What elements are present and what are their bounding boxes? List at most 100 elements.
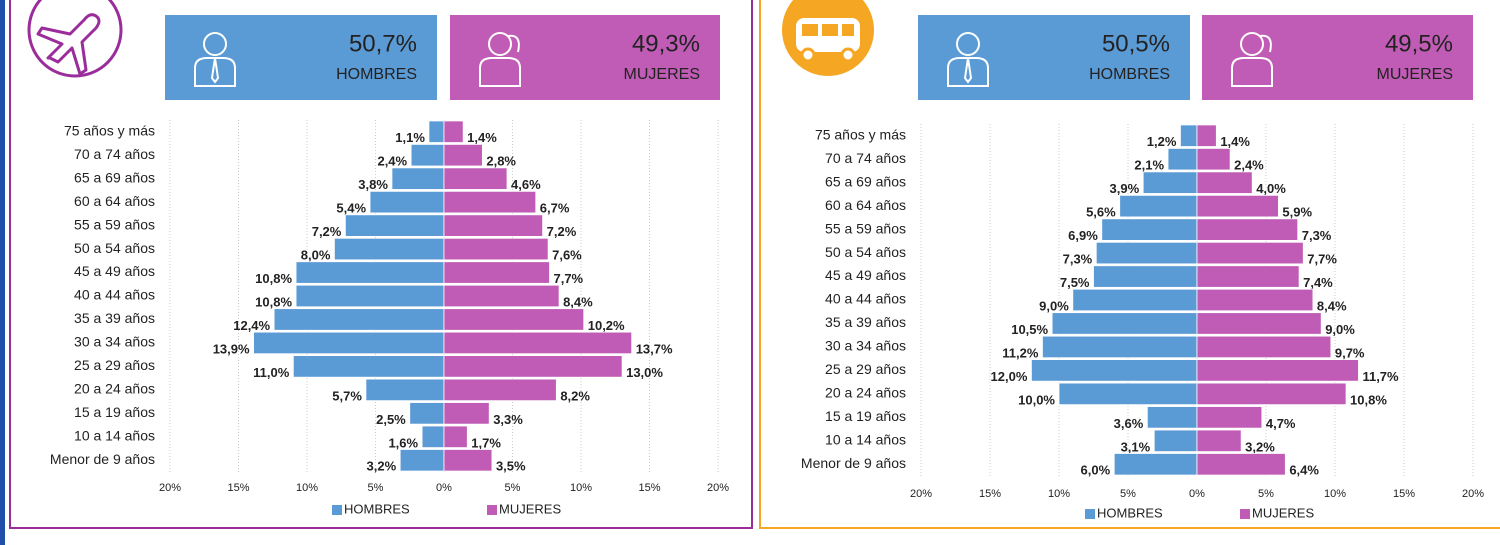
side-stripe (0, 0, 5, 545)
bar (1196, 194, 1279, 218)
bar (1196, 265, 1300, 288)
bar (292, 355, 445, 378)
bar (333, 237, 445, 261)
stat-label: MUJERES (624, 66, 700, 83)
data-label: 1,2% (1147, 134, 1177, 149)
icon-body (479, 57, 521, 87)
data-label: 4,6% (511, 177, 541, 192)
bar (1051, 312, 1198, 335)
bar (1196, 218, 1299, 241)
bar (273, 308, 445, 331)
y-tick-label: 20 a 24 años (825, 385, 906, 401)
legend-swatch (332, 505, 342, 515)
bar (295, 284, 445, 308)
data-label: 9,7% (1335, 345, 1365, 360)
data-label: 13,7% (636, 341, 673, 356)
data-label: 10,2% (588, 318, 625, 333)
y-tick-label: 75 años y más (815, 126, 906, 142)
data-label: 10,8% (1350, 392, 1387, 407)
data-label: 1,6% (388, 435, 418, 450)
data-label: 11,2% (1002, 345, 1039, 360)
icon-body (194, 57, 236, 87)
bar (1196, 335, 1332, 359)
bar (1196, 382, 1347, 406)
bus-icon (782, 0, 874, 76)
x-tick-label: 20% (707, 482, 729, 494)
data-label: 7,4% (1303, 275, 1333, 290)
bar (443, 402, 490, 425)
bar (443, 449, 493, 472)
icon-body (1231, 57, 1273, 87)
legend-label: MUJERES (499, 501, 561, 516)
data-label: 5,6% (1086, 205, 1116, 220)
bar (410, 144, 445, 167)
data-label: 13,9% (213, 341, 250, 356)
stat-value: 49,5% (1385, 30, 1453, 57)
person-icon (479, 32, 521, 87)
y-tick-label: 50 a 54 años (825, 244, 906, 260)
bar (399, 449, 445, 472)
icon-hair (1259, 34, 1272, 53)
data-label: 3,1% (1121, 439, 1151, 454)
data-label: 1,1% (395, 130, 425, 145)
icon-tie (963, 57, 973, 84)
x-tick-label: 15% (227, 482, 249, 494)
y-tick-label: 65 a 69 años (74, 169, 155, 185)
data-label: 5,7% (332, 388, 362, 403)
x-tick-label: 0% (436, 482, 452, 494)
x-tick-label: 5% (368, 482, 384, 494)
y-tick-label: 25 a 29 años (74, 357, 155, 373)
data-label: 1,7% (471, 435, 501, 450)
bar (443, 144, 483, 167)
data-label: 8,0% (301, 248, 331, 263)
y-tick-label: 70 a 74 años (825, 150, 906, 166)
y-tick-label: 35 a 39 años (74, 310, 155, 326)
data-label: 4,7% (1266, 416, 1296, 431)
y-tick-label: 40 a 44 años (825, 291, 906, 307)
x-tick-label: 5% (1120, 488, 1136, 500)
x-tick-label: 10% (296, 482, 318, 494)
y-tick-label: 30 a 34 años (74, 334, 155, 350)
y-tick-label: 25 a 29 años (825, 361, 906, 377)
x-tick-label: 5% (505, 482, 521, 494)
data-label: 3,6% (1114, 416, 1144, 431)
data-label: 8,4% (563, 294, 593, 309)
data-label: 3,2% (367, 459, 397, 474)
x-tick-label: 5% (1258, 488, 1274, 500)
bar (1196, 312, 1322, 335)
bar (1042, 335, 1198, 359)
data-label: 10,8% (255, 271, 292, 286)
legend-label: MUJERES (1252, 505, 1314, 520)
data-label: 6,9% (1068, 228, 1098, 243)
data-label: 5,9% (1282, 205, 1312, 220)
data-label: 3,5% (496, 459, 526, 474)
y-tick-label: 75 años y más (64, 122, 155, 138)
data-label: 5,4% (336, 201, 366, 216)
y-tick-label: 40 a 44 años (74, 287, 155, 303)
bar (253, 331, 445, 355)
x-tick-label: 15% (638, 482, 660, 494)
panel-border (759, 0, 1500, 529)
data-label: 7,2% (312, 224, 342, 239)
data-label: 2,8% (486, 154, 516, 169)
data-label: 6,4% (1289, 463, 1319, 478)
data-label: 1,4% (467, 130, 497, 145)
bar (1196, 148, 1231, 171)
stat-label: HOMBRES (1089, 66, 1170, 83)
x-tick-label: 20% (910, 488, 932, 500)
bar (369, 190, 445, 214)
data-label: 1,4% (1220, 134, 1250, 149)
data-label: 9,0% (1039, 298, 1069, 313)
data-label: 7,3% (1063, 252, 1093, 267)
bar (1167, 148, 1198, 171)
bar (443, 190, 537, 214)
bar (1196, 241, 1304, 265)
data-label: 12,0% (991, 369, 1028, 384)
data-label: 7,7% (1307, 252, 1337, 267)
bar (365, 378, 445, 402)
y-tick-label: 60 a 64 años (74, 193, 155, 209)
bar (391, 167, 445, 190)
bar (1196, 171, 1253, 194)
